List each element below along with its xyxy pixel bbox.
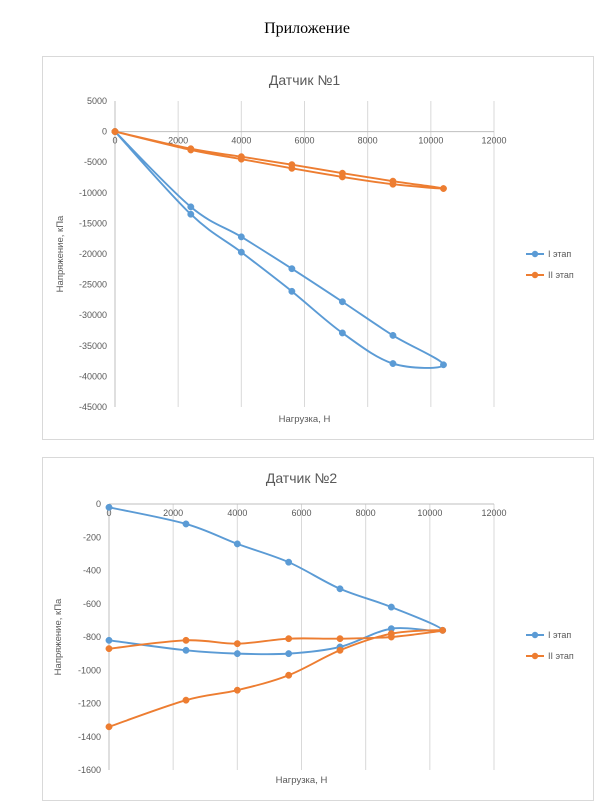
chart2-series-2-point — [285, 671, 293, 679]
chart2-series-1-point — [285, 650, 293, 658]
chart2-series-1-point — [233, 650, 241, 658]
chart-sensor-1: Датчик №1 5000 0 -5000 -10000 -15000 -20000 -25… — [42, 56, 594, 440]
chart1-y-tick-label: 5000 — [87, 96, 107, 106]
chart2-series-1-point — [387, 603, 395, 611]
chart1-series-1-point — [187, 210, 195, 218]
chart2-series-1-point — [336, 585, 344, 593]
chart2-y-tick-label: 0 — [96, 499, 101, 509]
chart2-series-2-point — [182, 636, 190, 644]
chart1-y-tick-label: -5000 — [84, 157, 107, 167]
chart1-y-tick-label: 0 — [102, 127, 107, 137]
chart2-series-2-point — [387, 633, 395, 641]
chart-sensor-2-svg: Датчик №2 0 -200 -400 -600 -800 -1000 -1200 -140… — [53, 470, 574, 786]
chart2-series-2-point — [105, 723, 113, 731]
chart1-series-1-point — [389, 331, 397, 339]
chart1-series-1-point — [338, 329, 346, 337]
chart2-y-tick-label: -400 — [83, 566, 101, 576]
chart2-series-1-point — [105, 503, 113, 511]
chart1-series-2-point — [389, 177, 397, 185]
chart2-y-tick-label: -200 — [83, 532, 101, 542]
chart1-x-tick-label: 2000 — [168, 136, 188, 146]
chart2-series-2-point — [182, 696, 190, 704]
chart2-series-1-point — [285, 558, 293, 566]
chart2-legend-marker — [531, 631, 539, 639]
chart1-y-tick-label: -40000 — [79, 371, 107, 381]
chart2-legend-marker — [531, 652, 539, 660]
chart1-y-tick-label: -10000 — [79, 188, 107, 198]
chart2-legend-label: II этап — [548, 651, 574, 661]
chart2-x-axis-label: Нагрузка, Н — [276, 775, 328, 786]
chart1-series-2-point — [237, 153, 245, 161]
chart-sensor-1-svg: Датчик №1 5000 0 -5000 -10000 -15000 -20000 -25… — [55, 72, 574, 425]
chart1-y-tick-label: -15000 — [79, 218, 107, 228]
chart2-x-tick-label: 0 — [106, 508, 111, 518]
chart1-y-tick-label: -45000 — [79, 402, 107, 412]
chart2-y-tick-label: -1000 — [78, 665, 101, 675]
chart1-x-tick-label: 0 — [112, 136, 117, 146]
chart1-x-tick-label: 12000 — [481, 136, 506, 146]
chart1-series-2-point — [111, 128, 119, 136]
chart1-series-1-point — [187, 203, 195, 211]
chart2-series-2-point — [105, 645, 113, 653]
chart2-x-tick-label: 8000 — [356, 508, 376, 518]
chart2-series-2-point — [285, 635, 293, 643]
chart1-y-tick-label: -20000 — [79, 249, 107, 259]
chart2-series-2-line — [108, 629, 444, 728]
chart1-y-tick-label: -35000 — [79, 341, 107, 351]
chart1-series-1-point — [440, 361, 447, 369]
page-heading: Приложение — [264, 20, 350, 37]
chart1-x-tick-label: 10000 — [418, 136, 443, 146]
chart2-series-2-point — [439, 626, 447, 634]
chart1-series-1-point — [288, 265, 296, 273]
chart1-title: Датчик №1 — [269, 72, 341, 88]
chart2-series-1-point — [233, 540, 241, 548]
chart2-y-tick-label: -1400 — [78, 732, 101, 742]
chart1-series-2-point — [187, 145, 195, 153]
chart1-legend-marker — [531, 250, 539, 258]
chart2-series-1-point — [182, 646, 190, 654]
chart2-series-1-point — [105, 636, 113, 644]
chart2-x-tick-label: 6000 — [291, 508, 311, 518]
chart1-series-2-point — [288, 161, 296, 169]
chart1-series-2-point — [338, 169, 346, 177]
chart1-legend-label: II этап — [548, 270, 574, 280]
chart2-y-tick-label: -800 — [83, 632, 101, 642]
chart2-x-tick-label: 12000 — [481, 508, 506, 518]
chart-sensor-2: Датчик №2 0 -200 -400 -600 -800 -1000 -1200 -140… — [42, 457, 594, 801]
chart2-title: Датчик №2 — [266, 470, 338, 486]
chart1-y-tick-label: -25000 — [79, 280, 107, 290]
chart2-series-2-point — [233, 686, 241, 694]
chart2-series-2-point — [233, 640, 241, 648]
chart1-series-1-point — [237, 248, 245, 256]
chart1-y-tick-label: -30000 — [79, 310, 107, 320]
chart1-series-1-point — [389, 360, 397, 367]
chart2-series-1-point — [182, 520, 190, 528]
chart1-series-1-point — [237, 233, 245, 241]
chart2-series-2-point — [336, 646, 344, 654]
chart2-series-2-point — [336, 635, 344, 643]
chart1-series-1-point — [338, 298, 346, 306]
chart2-legend-label: I этап — [548, 630, 571, 640]
chart1-legend-marker — [531, 271, 539, 279]
chart2-x-tick-label: 10000 — [417, 508, 442, 518]
chart1-x-tick-label: 4000 — [231, 136, 251, 146]
chart1-series-1-point — [288, 287, 296, 295]
chart1-x-tick-label: 6000 — [294, 136, 314, 146]
chart1-x-tick-label: 8000 — [358, 136, 378, 146]
chart1-series-2-point — [440, 185, 447, 192]
chart2-x-tick-label: 4000 — [227, 508, 247, 518]
chart2-y-axis-label: Напряжение, кПа — [53, 598, 64, 675]
chart2-y-tick-label: -600 — [83, 599, 101, 609]
chart2-x-tick-label: 2000 — [163, 508, 183, 518]
chart1-x-axis-label: Нагрузка, Н — [279, 414, 331, 425]
chart1-y-axis-label: Напряжение, кПа — [55, 215, 66, 292]
chart2-y-tick-label: -1600 — [78, 765, 101, 775]
chart1-legend-label: I этап — [548, 249, 571, 259]
chart2-y-tick-label: -1200 — [78, 699, 101, 709]
